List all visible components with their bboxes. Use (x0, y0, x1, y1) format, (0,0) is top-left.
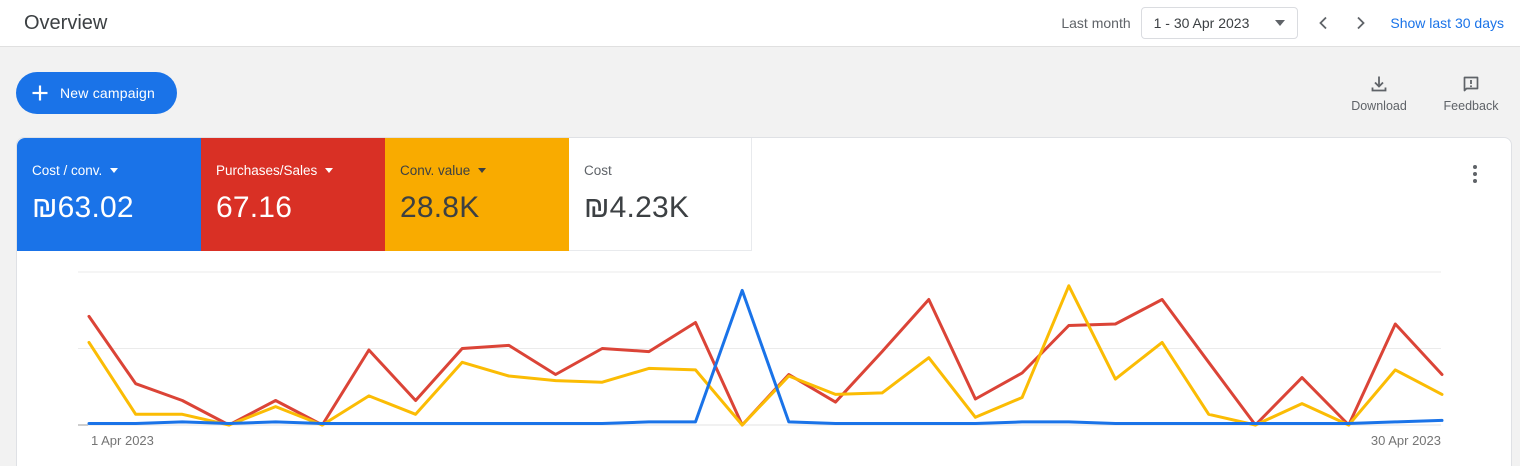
scorecard-purchases-sales[interactable]: Purchases/Sales 67.16 (201, 138, 385, 251)
new-campaign-label: New campaign (60, 85, 155, 101)
chevron-left-icon (1319, 16, 1328, 30)
feedback-button[interactable]: Feedback (1435, 74, 1507, 113)
scorecards-row: Cost / conv. ₪63.02 Purchases/Sales 67.1… (17, 138, 752, 251)
x-axis-start-label: 1 Apr 2023 (91, 433, 154, 448)
scorecard-value: 67.16 (216, 191, 293, 224)
show-last-30-days-link[interactable]: Show last 30 days (1390, 15, 1504, 31)
date-range-controls: Last month 1 - 30 Apr 2023 Show last 30 … (1061, 0, 1504, 46)
period-label: Last month (1061, 15, 1131, 31)
chevron-down-icon (1275, 20, 1286, 26)
performance-line-chart: 1 Apr 2023 30 Apr 2023 (78, 271, 1444, 448)
chart-series (87, 284, 1444, 427)
feedback-label: Feedback (1443, 99, 1499, 113)
metric-dropdown-caret-icon (478, 168, 487, 173)
previous-period-button[interactable] (1306, 5, 1342, 41)
top-header-bar: Overview Last month 1 - 30 Apr 2023 Show… (0, 0, 1520, 47)
download-label: Download (1351, 99, 1407, 113)
date-range-value: 1 - 30 Apr 2023 (1153, 15, 1250, 31)
new-campaign-button[interactable]: New campaign (16, 72, 177, 114)
x-axis-end-label: 30 Apr 2023 (1371, 433, 1441, 448)
overview-summary-panel: Cost / conv. ₪63.02 Purchases/Sales 67.1… (16, 137, 1512, 466)
metric-dropdown-caret-icon (110, 168, 119, 173)
scorecard-label: Purchases/Sales (216, 163, 385, 178)
chart-line-purchases-sales (87, 298, 1444, 427)
scorecard-value: 28.8K (400, 191, 480, 224)
feedback-icon (1463, 76, 1479, 92)
performance-chart: 1 Apr 2023 30 Apr 2023 (17, 258, 1511, 466)
metric-dropdown-caret-icon (325, 168, 334, 173)
chart-line-cost-conv- (87, 288, 1444, 425)
download-icon (1371, 76, 1387, 92)
scorecard-label: Cost / conv. (32, 163, 201, 178)
scorecard-label: Cost (584, 163, 612, 178)
kebab-dot (1473, 172, 1477, 176)
download-button[interactable]: Download (1343, 74, 1415, 113)
chevron-right-icon (1357, 16, 1366, 30)
plus-icon (30, 83, 50, 103)
scorecard-cost-per-conv[interactable]: Cost / conv. ₪63.02 (17, 138, 201, 251)
scorecard-conv-value[interactable]: Conv. value 28.8K (385, 138, 569, 251)
more-options-kebab-button[interactable] (1465, 163, 1485, 185)
date-range-select[interactable]: 1 - 30 Apr 2023 (1140, 7, 1299, 39)
scorecard-label: Conv. value (400, 163, 569, 178)
page-title: Overview (24, 12, 108, 34)
kebab-dot (1473, 179, 1477, 183)
next-period-button[interactable] (1342, 5, 1378, 41)
scorecard-cost[interactable]: Cost ₪4.23K (569, 138, 752, 251)
scorecard-value: ₪63.02 (32, 191, 134, 224)
kebab-dot (1473, 165, 1477, 169)
scorecard-value: ₪4.23K (584, 191, 690, 224)
